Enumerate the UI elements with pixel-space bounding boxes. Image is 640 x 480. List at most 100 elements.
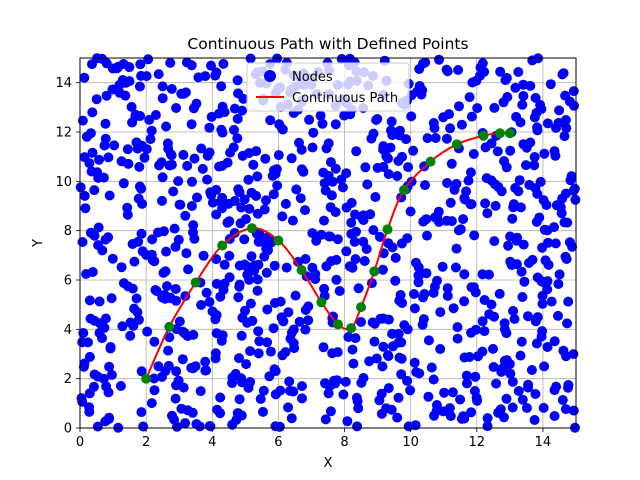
node-point	[270, 421, 281, 432]
node-point	[471, 75, 482, 86]
node-point	[77, 337, 88, 348]
node-point	[173, 375, 184, 386]
node-point	[92, 167, 103, 178]
node-point	[186, 119, 197, 130]
path-waypoint	[494, 128, 505, 139]
node-point	[565, 175, 576, 186]
node-point	[135, 111, 146, 121]
node-point	[241, 359, 252, 370]
node-point	[129, 303, 140, 314]
node-point	[189, 153, 200, 164]
node-point	[346, 228, 357, 239]
node-point	[382, 350, 393, 361]
y-tick-label: 2	[64, 372, 72, 387]
node-point	[508, 199, 519, 210]
node-point	[215, 291, 226, 302]
node-point	[202, 174, 213, 185]
node-point	[553, 117, 564, 128]
node-point	[563, 296, 574, 307]
node-point	[300, 305, 311, 315]
node-point	[393, 156, 404, 166]
node-point	[190, 361, 201, 372]
y-tick-label: 6	[64, 274, 72, 289]
node-point	[557, 69, 568, 80]
node-point	[125, 317, 136, 328]
node-point	[259, 204, 270, 215]
node-point	[540, 255, 551, 266]
node-point	[228, 142, 239, 153]
path-waypoint	[164, 321, 175, 332]
node-point	[364, 356, 375, 367]
node-point	[515, 350, 526, 361]
node-point	[245, 298, 256, 309]
node-point	[283, 307, 294, 318]
node-point	[554, 269, 565, 280]
node-point	[262, 304, 273, 315]
node-point	[494, 288, 505, 299]
node-point	[422, 133, 433, 144]
node-point	[331, 254, 342, 265]
node-point	[352, 396, 363, 407]
node-point	[84, 406, 95, 417]
node-point	[318, 167, 329, 178]
path-waypoint	[478, 130, 489, 141]
node-point	[93, 240, 104, 251]
node-point	[428, 374, 439, 385]
node-point	[431, 400, 442, 410]
node-point	[554, 105, 565, 116]
node-point	[150, 110, 161, 120]
node-point	[525, 80, 536, 91]
path-waypoint	[217, 240, 228, 251]
node-point	[158, 267, 169, 278]
node-point	[258, 385, 269, 396]
node-point	[377, 361, 388, 372]
node-point	[527, 55, 538, 66]
node-point	[252, 274, 263, 285]
path-waypoint	[399, 184, 410, 195]
node-point	[250, 260, 261, 271]
node-point	[403, 421, 414, 432]
legend-marker-nodes	[264, 70, 276, 82]
x-tick-label: 14	[535, 435, 552, 450]
node-point	[418, 58, 428, 69]
node-point	[545, 79, 556, 90]
node-point	[396, 353, 407, 364]
node-point	[462, 378, 472, 389]
node-point	[78, 328, 89, 338]
node-point	[567, 241, 578, 252]
path-waypoint	[190, 277, 201, 288]
node-point	[255, 394, 266, 404]
node-point	[368, 128, 379, 139]
node-point	[394, 295, 405, 306]
node-point	[246, 251, 257, 262]
node-point	[456, 413, 467, 424]
node-point	[393, 337, 404, 348]
node-point	[138, 421, 149, 432]
node-point	[563, 380, 574, 390]
node-point	[268, 323, 279, 334]
node-point	[317, 118, 328, 129]
node-point	[79, 72, 90, 83]
node-point	[294, 316, 305, 327]
node-point	[87, 59, 97, 70]
y-axis: 0 2 4 6 8 10 12 14	[55, 76, 80, 437]
node-point	[453, 225, 464, 236]
node-point	[240, 305, 250, 316]
node-point	[403, 162, 414, 173]
node-point	[214, 161, 225, 172]
x-tick-label: 2	[142, 435, 150, 450]
node-point	[334, 286, 345, 296]
node-point	[466, 111, 477, 122]
node-point	[320, 414, 331, 425]
node-point	[454, 101, 464, 112]
node-point	[87, 147, 98, 158]
node-point	[227, 378, 238, 389]
node-point	[157, 93, 168, 104]
node-point	[532, 122, 543, 133]
node-point	[560, 404, 571, 415]
node-point	[218, 58, 229, 69]
node-point	[173, 234, 184, 245]
node-point	[265, 346, 276, 357]
node-point	[568, 349, 579, 360]
